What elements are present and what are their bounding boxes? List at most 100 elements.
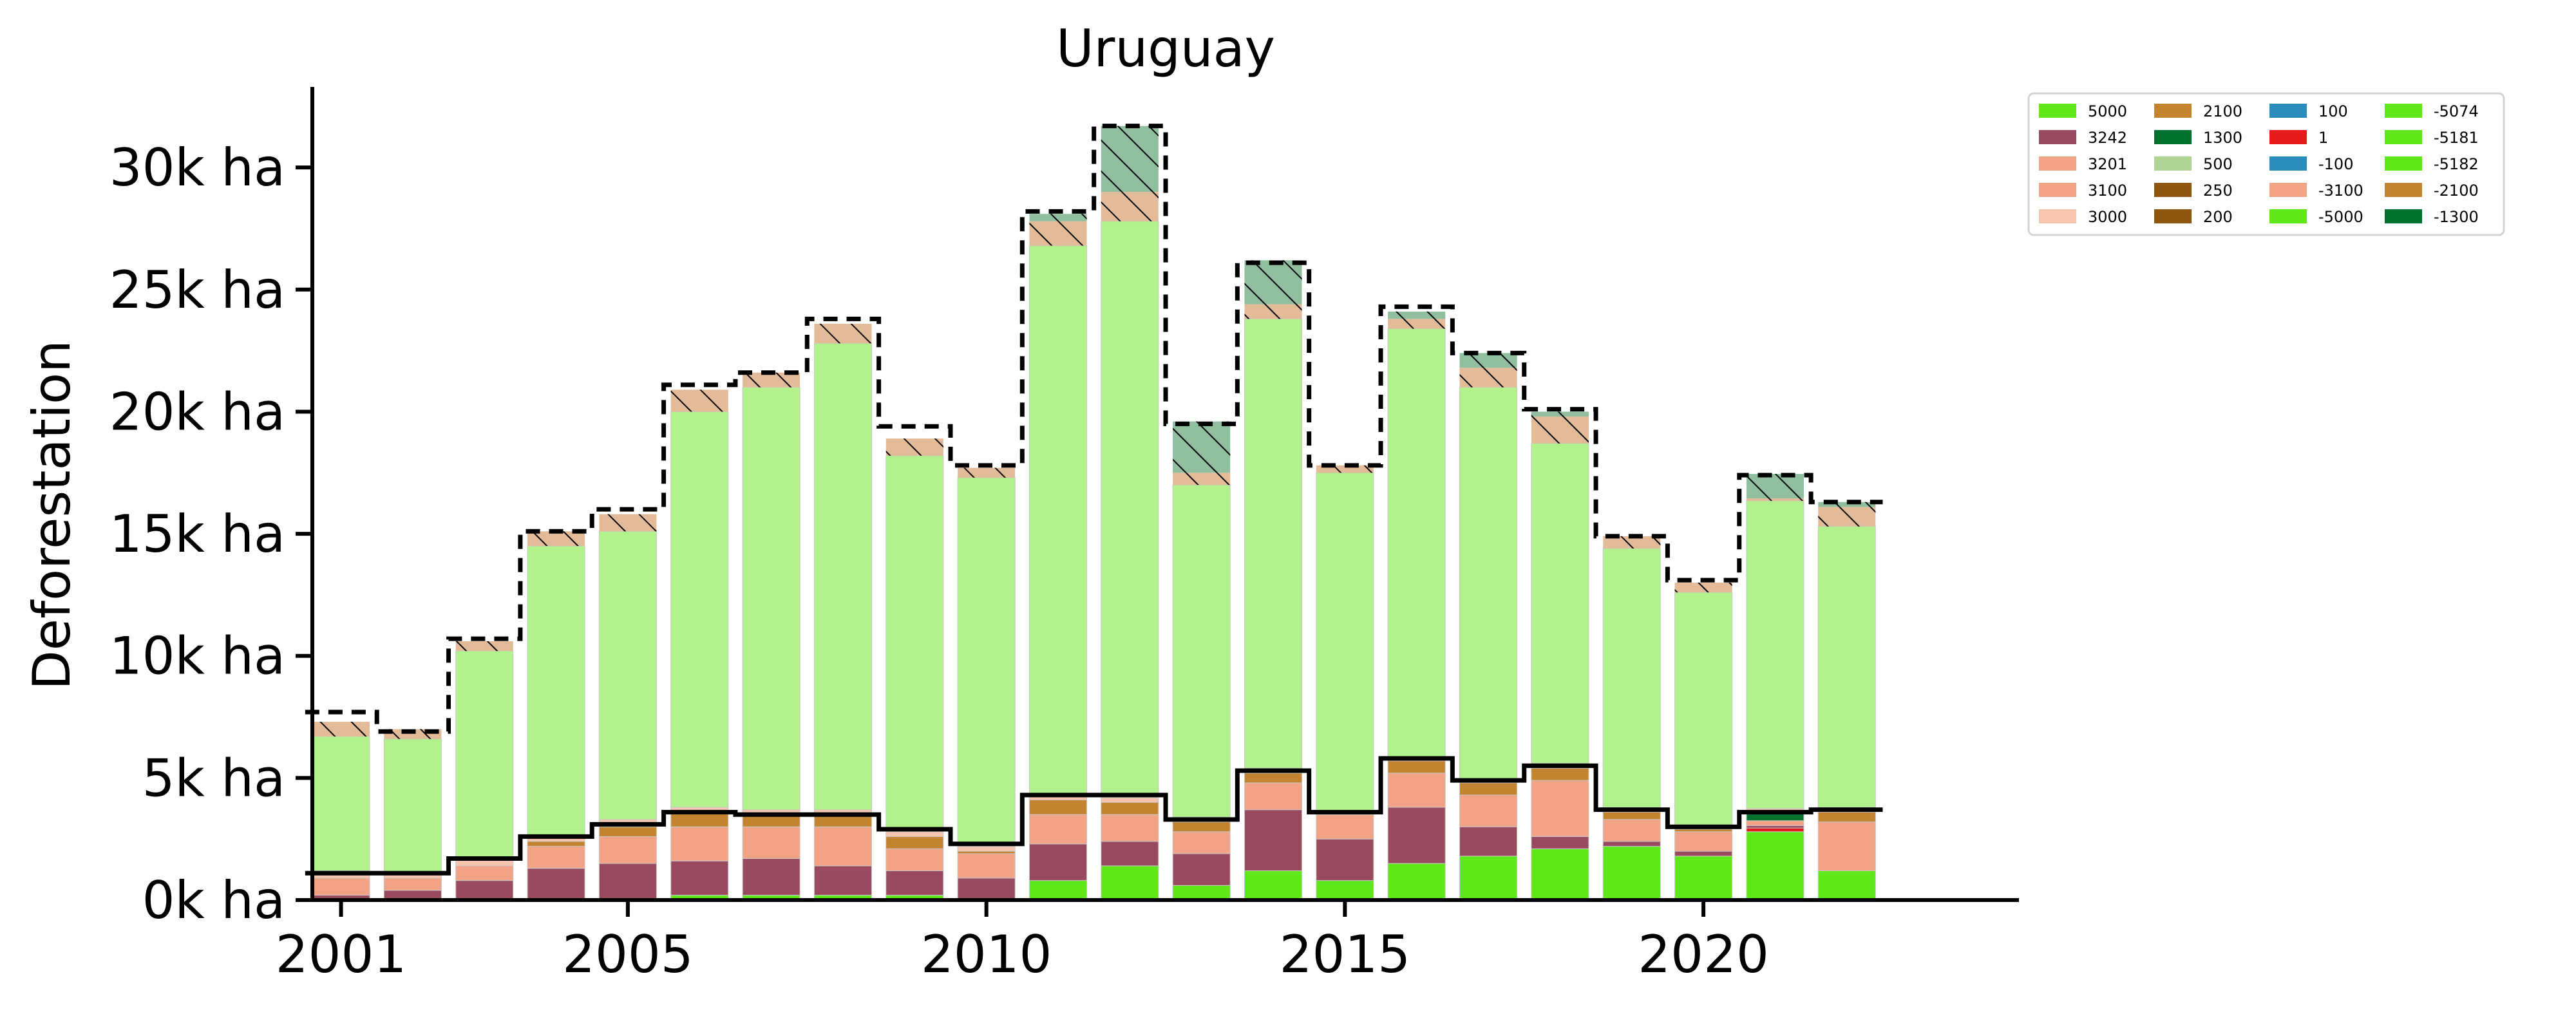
bar-segment-2009-7: [886, 455, 944, 832]
subtotal-solid-line: [305, 756, 1883, 876]
bar-segment-2018-0: [1531, 848, 1589, 901]
hatch-overlay-2009-0: [886, 438, 943, 456]
hatch-overlay-2005-0: [599, 514, 657, 532]
bar-segment-2016-0: [1387, 863, 1446, 901]
bar-segment-2010-2: [957, 878, 1016, 901]
legend-label-1-1: 1300: [2203, 129, 2242, 147]
hatch-overlay-2012-1: [1101, 126, 1159, 192]
bar-segment-2004-3: [527, 846, 585, 869]
legend-label-0-1: 3242: [2088, 129, 2127, 147]
y-tick-label-30000: 30k ha: [109, 138, 285, 198]
bar-segment-2012-3: [1101, 814, 1159, 842]
legend-swatch-1-4: [2154, 209, 2192, 223]
hatch-overlay-2008-0: [814, 323, 872, 344]
bar-segment-2006-2: [670, 860, 729, 896]
bar-segment-2010-3: [957, 853, 1016, 879]
legend-swatch-2-4: [2269, 209, 2307, 223]
hatch-overlay-2001-0: [312, 722, 370, 737]
lines-group: [305, 124, 1883, 876]
legend-swatch-1-3: [2154, 183, 2192, 197]
bar-segment-2018-3: [1531, 780, 1589, 837]
bar-segment-2008-7: [813, 343, 872, 811]
bar-segment-2009-5: [886, 836, 944, 849]
bar-segment-2017-0: [1459, 856, 1518, 901]
legend-label-3-1: -5181: [2434, 129, 2479, 147]
bar-segment-2012-5: [1101, 802, 1159, 815]
bar-segment-2011-0: [1028, 880, 1088, 901]
bar-segment-2016-5: [1387, 760, 1446, 774]
bar-segment-2005-7: [598, 530, 657, 820]
bar-segment-2017-2: [1459, 826, 1518, 857]
hatch-overlay-2015-0: [1316, 465, 1374, 473]
legend-label-1-4: 200: [2203, 208, 2233, 226]
bar-segment-2019-5: [1602, 811, 1661, 820]
hatch-overlay-2016-1: [1388, 311, 1446, 319]
bar-segment-2012-0: [1101, 865, 1159, 901]
bar-segment-2015-7: [1316, 472, 1374, 812]
bar-segment-2022-0: [1817, 870, 1876, 901]
y-tick-label-25000: 25k ha: [109, 260, 285, 320]
legend-label-3-0: -5074: [2434, 102, 2479, 120]
bar-segment-2021-4: [1746, 812, 1804, 822]
bar-segment-2022-3: [1817, 822, 1876, 871]
hatch-overlay-2016-0: [1388, 319, 1446, 329]
bar-segment-2001-7: [312, 736, 370, 871]
legend-label-2-2: -100: [2318, 155, 2353, 173]
legend-swatch-3-3: [2385, 183, 2422, 197]
bar-segment-2007-2: [742, 858, 800, 896]
legend-swatch-3-0: [2385, 104, 2422, 118]
bar-segment-2011-3: [1028, 814, 1088, 845]
hatch-overlay-2013-0: [1173, 473, 1231, 485]
hatch-overlay-2011-1: [1029, 214, 1087, 221]
legend: 5000 3242 3201 3100 3000 2100 1300 500 250 200 100…: [2027, 92, 2505, 236]
bar-segment-2009-6: [886, 831, 944, 837]
hatch-overlay-2010-0: [958, 467, 1016, 478]
bar-segment-2013-7: [1172, 484, 1231, 818]
hatch-overlay-2018-1: [1531, 411, 1589, 417]
bar-segment-2010-6: [957, 846, 1016, 852]
legend-swatch-3-1: [2385, 130, 2422, 144]
legend-swatch-2-1: [2269, 130, 2307, 144]
bar-segment-2014-7: [1244, 318, 1303, 769]
bar-segment-2002-3: [383, 878, 442, 891]
bar-segment-2020-7: [1674, 592, 1733, 827]
x-tick-label-2010: 2010: [921, 925, 1052, 984]
legend-swatch-0-0: [2039, 104, 2076, 118]
legend-swatch-0-1: [2039, 130, 2076, 144]
bar-segment-2008-2: [813, 865, 872, 896]
bar-segment-2007-7: [742, 387, 800, 811]
legend-label-2-4: -5000: [2318, 208, 2363, 226]
bar-segment-2008-3: [813, 826, 872, 867]
legend-swatch-1-0: [2154, 104, 2192, 118]
bar-segment-2020-2: [1674, 850, 1733, 857]
legend-label-1-0: 2100: [2203, 102, 2242, 120]
y-tick-label-0: 0k ha: [142, 870, 285, 930]
bar-segment-2021-2: [1746, 825, 1804, 829]
legend-swatch-2-2: [2269, 156, 2307, 171]
bar-segment-2021-7: [1746, 500, 1804, 809]
bar-segment-2013-2: [1172, 853, 1231, 886]
legend-label-3-4: -1300: [2434, 208, 2479, 226]
bar-segment-2018-2: [1531, 836, 1589, 849]
y-tick-label-15000: 15k ha: [109, 504, 285, 564]
bar-segment-2013-3: [1172, 831, 1231, 854]
hatch-overlay-2020-0: [1674, 582, 1732, 593]
bar-segment-2003-3: [455, 865, 514, 881]
y-axis-label: Deforestation: [22, 340, 82, 690]
hatch-overlay-2013-1: [1173, 421, 1231, 473]
legend-label-0-3: 3100: [2088, 182, 2127, 200]
legend-label-0-4: 3000: [2088, 208, 2127, 226]
bar-segment-2005-5: [598, 826, 657, 837]
bar-segment-2012-7: [1101, 221, 1159, 798]
bar-segment-2004-5: [527, 841, 585, 847]
bar-segment-2017-7: [1459, 387, 1518, 781]
bar-segment-2019-2: [1602, 841, 1661, 847]
hatch-overlay-2022-0: [1818, 507, 1876, 527]
bar-segment-2004-7: [527, 545, 585, 837]
legend-swatch-0-4: [2039, 209, 2076, 223]
bar-segment-2016-7: [1387, 328, 1446, 759]
bar-segment-2020-0: [1674, 856, 1733, 901]
legend-label-2-3: -3100: [2318, 182, 2363, 200]
bar-segment-2015-3: [1316, 814, 1374, 840]
